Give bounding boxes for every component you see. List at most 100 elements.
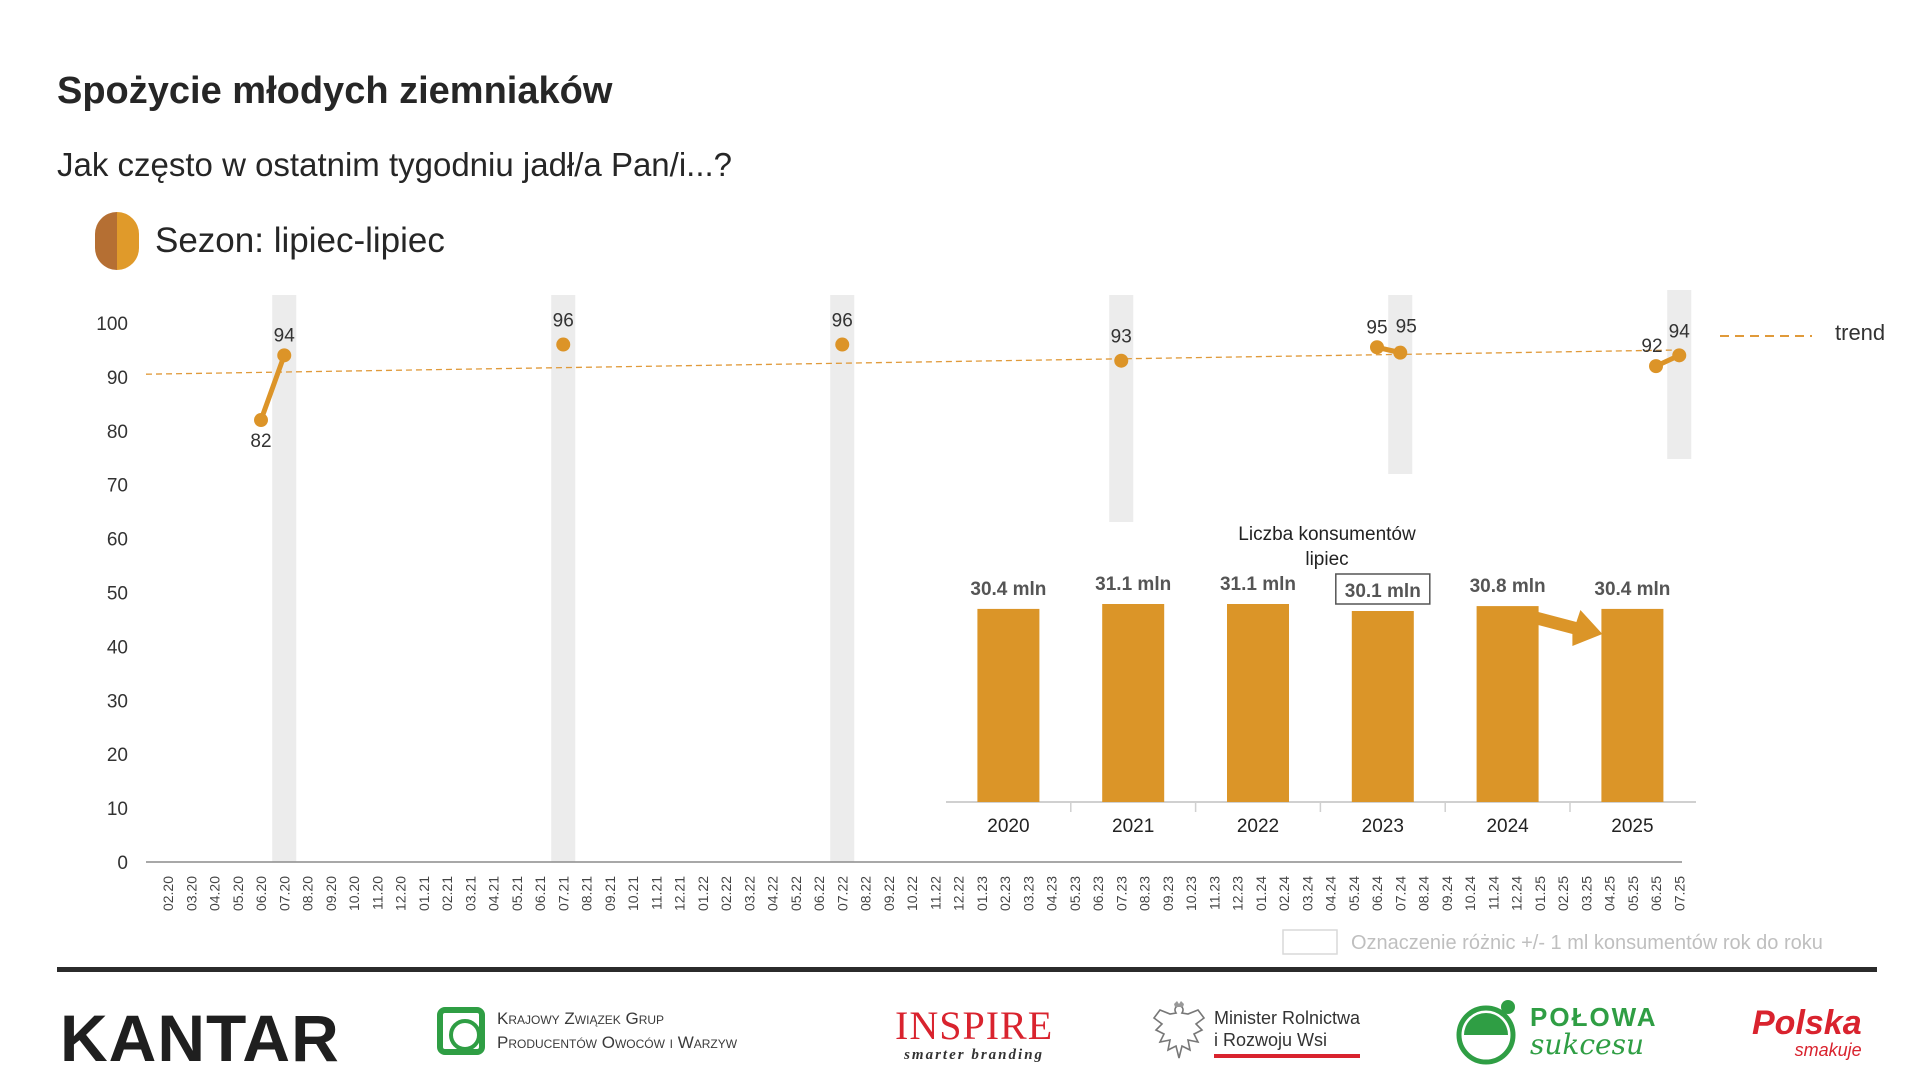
x-tick-label: 04.21 bbox=[486, 876, 502, 911]
data-label: 96 bbox=[553, 311, 574, 332]
x-tick-label: 05.22 bbox=[788, 876, 804, 911]
page-title: Spożycie młodych ziemniaków bbox=[57, 70, 613, 112]
x-tick-label: 01.22 bbox=[695, 876, 711, 911]
highlight-band-07-25 bbox=[1667, 290, 1692, 459]
season-indicator: Sezon: lipiec-lipiec bbox=[95, 212, 445, 270]
series-segment bbox=[258, 352, 287, 423]
data-label: 94 bbox=[1669, 321, 1691, 342]
y-tick-label: 90 bbox=[107, 368, 128, 389]
polowa-sukcesu-logo: POŁOWA sukcesu bbox=[1452, 997, 1658, 1065]
x-tick-label: 08.20 bbox=[300, 876, 316, 911]
x-tick-label: 01.23 bbox=[974, 876, 990, 911]
x-tick-label: 08.23 bbox=[1137, 876, 1153, 911]
highlight-band-07-21 bbox=[551, 295, 576, 862]
data-point-07-24 bbox=[1393, 345, 1408, 360]
polowa-mark-icon bbox=[1456, 1000, 1516, 1065]
y-tick-label: 60 bbox=[107, 530, 128, 551]
x-tick-label: 03.23 bbox=[1020, 876, 1036, 911]
x-tick-label: 02.22 bbox=[718, 876, 734, 911]
footer-divider bbox=[57, 967, 1877, 972]
minister-line2: i Rozwoju Wsi bbox=[1214, 1029, 1328, 1050]
x-tick-label: 10.21 bbox=[625, 876, 641, 911]
data-label: 96 bbox=[832, 311, 853, 332]
x-tick-label: 10.24 bbox=[1462, 876, 1478, 911]
x-tick-label: 04.20 bbox=[207, 876, 223, 911]
x-tick-label: 09.24 bbox=[1439, 876, 1455, 911]
x-tick-label: 02.21 bbox=[439, 876, 455, 911]
x-tick-label: 06.25 bbox=[1648, 876, 1664, 911]
inset-value-label: 30.4 mln bbox=[970, 579, 1046, 600]
data-point-07-21 bbox=[556, 337, 571, 352]
x-tick-label: 04.24 bbox=[1323, 876, 1339, 911]
x-tick-label: 10.23 bbox=[1183, 876, 1199, 911]
x-tick-label: 02.25 bbox=[1555, 876, 1571, 911]
x-tick-label: 05.21 bbox=[509, 876, 525, 911]
x-tick-label: 10.20 bbox=[346, 876, 362, 911]
polska-smakuje-logo: Polska smakuje bbox=[1752, 1005, 1862, 1059]
x-tick-label: 11.23 bbox=[1206, 876, 1222, 910]
inset-category-label: 2025 bbox=[1611, 816, 1653, 837]
x-tick-label: 06.20 bbox=[253, 876, 269, 911]
x-tick-label: 12.21 bbox=[672, 876, 688, 911]
x-tick-label: 02.24 bbox=[1276, 876, 1292, 911]
potato-icon bbox=[95, 212, 139, 270]
data-label: 95 bbox=[1396, 317, 1417, 338]
x-tick-label: 05.23 bbox=[1067, 876, 1083, 911]
data-point-06-25 bbox=[1649, 359, 1663, 374]
data-label: 95 bbox=[1366, 317, 1387, 338]
inset-category-label: 2021 bbox=[1112, 816, 1154, 837]
x-tick-label: 10.22 bbox=[904, 876, 920, 911]
highlight-band-07-20 bbox=[272, 295, 297, 862]
kzg-logo: Krajowy Związek Grup Producentów Owoców … bbox=[437, 1007, 737, 1055]
x-tick-label: 12.22 bbox=[951, 876, 967, 911]
x-tick-label: 02.20 bbox=[160, 876, 176, 911]
x-tick-label: 12.20 bbox=[393, 876, 409, 911]
data-label: 82 bbox=[250, 431, 271, 452]
inset-title-line2: lipiec bbox=[1305, 549, 1348, 570]
data-point-07-23 bbox=[1114, 353, 1129, 368]
y-tick-label: 0 bbox=[117, 853, 128, 874]
x-tick-label: 05.20 bbox=[230, 876, 246, 911]
x-tick-label: 03.22 bbox=[741, 876, 757, 911]
inset-bar-2021 bbox=[1102, 604, 1165, 802]
x-tick-label: 09.23 bbox=[1160, 876, 1176, 911]
data-point-07-25 bbox=[1672, 348, 1687, 363]
x-tick-label: 08.21 bbox=[579, 876, 595, 911]
eagle-emblem-icon bbox=[1152, 1001, 1206, 1059]
inset-value-label: 30.8 mln bbox=[1470, 576, 1546, 597]
inset-bar-2023 bbox=[1351, 611, 1414, 802]
x-tick-label: 03.20 bbox=[183, 876, 199, 911]
inset-value-label: 31.1 mln bbox=[1095, 574, 1171, 595]
x-tick-label: 05.24 bbox=[1346, 876, 1362, 911]
x-tick-label: 04.22 bbox=[765, 876, 781, 911]
x-tick-label: 03.25 bbox=[1578, 876, 1594, 911]
x-tick-label: 09.21 bbox=[602, 876, 618, 911]
kantar-logo: KANTAR bbox=[60, 1001, 340, 1075]
inset-value-label: 30.4 mln bbox=[1594, 579, 1670, 600]
inset-bar-2022 bbox=[1227, 604, 1289, 802]
trend-legend-label: trend bbox=[1835, 320, 1885, 345]
x-tick-label: 05.25 bbox=[1625, 876, 1641, 911]
x-tick-label: 06.22 bbox=[811, 876, 827, 911]
x-tick-label: 02.23 bbox=[997, 876, 1013, 911]
x-tick-label: 06.24 bbox=[1369, 876, 1385, 911]
x-tick-label: 09.20 bbox=[323, 876, 339, 911]
minister-line1: Minister Rolnictwa bbox=[1214, 1007, 1361, 1028]
kzg-line1: Krajowy Związek Grup bbox=[497, 1009, 665, 1028]
consumption-chart: 0 10 20 30 40 50 60 70 80 90 100 02.20 03.20 04.20 05… bbox=[96, 290, 1885, 955]
y-tick-label: 70 bbox=[107, 476, 128, 497]
x-tick-label: 04.23 bbox=[1044, 876, 1060, 911]
inset-arrow-icon bbox=[1534, 610, 1603, 646]
trend-line bbox=[145, 349, 1683, 375]
inset-category-label: 2022 bbox=[1237, 816, 1279, 837]
inset-title-line1: Liczba konsumentów bbox=[1238, 524, 1416, 545]
x-tick-label: 03.24 bbox=[1299, 876, 1315, 911]
data-point-07-20 bbox=[277, 348, 292, 363]
x-tick-label: 11.21 bbox=[648, 876, 664, 910]
x-tick-label: 01.24 bbox=[1253, 876, 1269, 911]
data-label: 94 bbox=[274, 325, 296, 346]
x-tick-label: 06.23 bbox=[1090, 876, 1106, 911]
inset-category-label: 2024 bbox=[1486, 816, 1529, 837]
x-tick-label: 11.20 bbox=[369, 876, 385, 910]
x-tick-label: 07.22 bbox=[834, 876, 850, 911]
